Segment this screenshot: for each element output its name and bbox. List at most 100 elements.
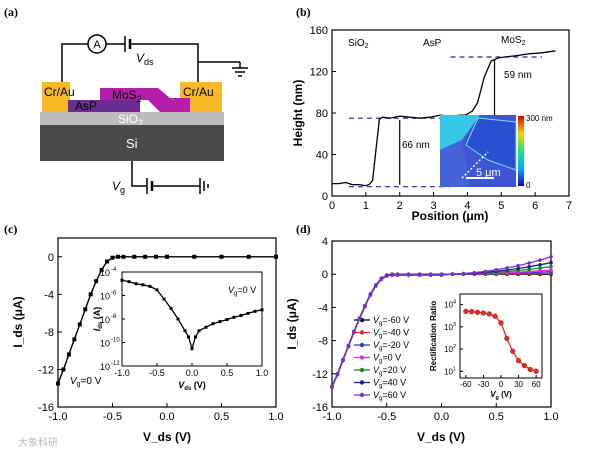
gate-iv-data-point (538, 258, 542, 262)
legend-entry: Vg=-20 V (373, 340, 409, 352)
ratio-inset-x-tick-label: -30 (478, 380, 490, 389)
legend-marker (359, 330, 365, 335)
device-schematic: A Vds Cr/Au Cr/Au MoS2 AsP SiO2 Si Vg (40, 34, 248, 195)
ratio-inset-data-point (463, 308, 469, 314)
profile-x-tick-label: 5 (498, 200, 504, 212)
gate-iv-data-point (363, 304, 367, 309)
gate-iv-data-point (368, 293, 373, 297)
panel-label-b: (b) (296, 5, 311, 19)
colorbar-bottom-label: 0 (526, 181, 531, 190)
iv-inset-y-axis-label: Ids (A) (92, 307, 104, 332)
gate-iv-data-point (516, 266, 520, 271)
gate-iv-data-point (516, 263, 520, 268)
gate-iv-data-point (346, 344, 351, 349)
iv-curve-chart: -1.0 -0.5 0.0 0.5 1.0 0 -4 -8 -12 -16 V_ds (V) I_ds… (11, 237, 284, 444)
cr-au-left-label: Cr/Au (44, 85, 75, 99)
profile-x-tick-label: 2 (397, 200, 403, 212)
gate-iv-data-point (406, 273, 411, 277)
iv-inset-y-tick-label: 10 (100, 268, 110, 278)
ratio-inset-y-tick-exponent: 4 (453, 300, 456, 306)
profile-y-tick-label: 80 (316, 108, 328, 120)
iv-x-tick-label: 0.5 (214, 411, 229, 423)
iv-y-tick-label: -4 (44, 289, 54, 301)
iv-data-point (132, 254, 137, 259)
iv-data-point (143, 254, 148, 259)
gate-iv-data-point (549, 264, 553, 269)
gate-iv-data-point (527, 264, 531, 269)
iv-data-point (246, 254, 251, 259)
afm-substrate (440, 140, 470, 187)
height-profile-chart: 0 1 2 3 4 5 6 7 0 40 80 120 160 Position (μm) Height (… (291, 25, 572, 223)
ratio-inset-x-axis-label: Vg (V) (490, 390, 512, 401)
iv-data-point (154, 254, 159, 259)
iv-inset-y-tick-exponent: -6 (111, 291, 117, 297)
asp-label: AsP (75, 99, 97, 113)
gate-iv-x-tick-label: 0.0 (434, 411, 449, 423)
gate-iv-data-point (390, 273, 395, 277)
gate-iv-x-axis-label: V_ds (V) (417, 430, 465, 444)
iv-inset-data-point (141, 283, 145, 287)
iv-data-point (121, 254, 126, 259)
iv-inset-data-point (253, 309, 257, 313)
vg-label: Vg (112, 179, 125, 195)
ratio-inset-data-point (492, 313, 498, 319)
iv-inset-data-point (187, 335, 190, 339)
profile-y-axis-label: Height (nm) (291, 80, 305, 147)
ratio-inset-data-point (469, 309, 475, 315)
gate-iv-x-tick-label: 0.5 (489, 411, 504, 423)
iv-inset-data-point (183, 329, 187, 333)
ratio-inset-frame (459, 293, 543, 379)
iv-data-point (99, 267, 104, 272)
colorbar-top-label: 300 nm (526, 114, 553, 123)
iv-y-tick-label: -8 (44, 327, 54, 339)
vds-label: Vds (136, 51, 154, 67)
gate-iv-data-point (549, 268, 553, 272)
region-mos2-label: MoS2 (501, 35, 526, 47)
iv-data-point (115, 254, 120, 259)
iv-inset-data-point (194, 335, 197, 339)
legend-entry: Vg=-60 V (373, 315, 409, 327)
profile-x-tick-label: 6 (532, 200, 538, 212)
gate-iv-data-point (472, 270, 477, 275)
iv-data-point (56, 381, 60, 386)
iv-x-tick-label: 0.0 (159, 411, 174, 423)
gate-iv-data-point (527, 267, 531, 272)
iv-inset-data-point (162, 297, 166, 301)
iv-data-point (94, 279, 99, 284)
ratio-inset-y-tick-exponent: 3 (453, 322, 456, 328)
iv-data-point (72, 337, 77, 342)
legend-entry: Vg=60 V (373, 390, 406, 402)
iv-y-tick-label: -16 (38, 402, 54, 414)
iv-y-axis-label: I_ds (μA) (11, 296, 25, 347)
iv-inset-y-tick-label: 10 (100, 292, 110, 302)
iv-inset-y-tick-label: 10 (100, 362, 110, 372)
ratio-inset-y-tick-label: 10 (444, 301, 453, 310)
main-vg-label: Vg=0 V (70, 376, 102, 388)
step-66nm-label: 66 nm (402, 140, 430, 151)
legend-entry: Vg=40 V (373, 378, 406, 390)
legend-entry: Vg=20 V (373, 365, 406, 377)
iv-x-axis-label: V_ds (V) (143, 430, 191, 444)
ratio-inset-data-point (504, 335, 510, 342)
gate-iv-data-point (505, 266, 510, 270)
profile-x-tick-label: 0 (329, 200, 335, 212)
iv-x-tick-label: -1.0 (49, 411, 68, 423)
iv-inset-data-point (127, 280, 131, 284)
iv-inset-data-point (197, 329, 201, 333)
iv-annotations: Vg=0 V Vg=0 V (70, 285, 256, 388)
iv-inset-data-point (190, 347, 194, 351)
gate-iv-data-point (538, 262, 542, 267)
profile-x-tick-label: 1 (363, 200, 369, 212)
iv-y-tick-label: -12 (38, 364, 54, 376)
watermark: 大象科研 (18, 436, 58, 449)
sio2-layer (40, 112, 224, 125)
ratio-inset-x-tick-label: 0 (499, 380, 504, 389)
ratio-inset-data-point (533, 368, 539, 374)
gate-iv-y-tick-label: -4 (318, 302, 328, 314)
profile-y-tick-label: 120 (310, 67, 328, 79)
gate-iv-data-point (549, 254, 553, 259)
gate-iv-data-point (395, 273, 400, 277)
gate-iv-data-point (538, 266, 542, 270)
ratio-inset-y-tick-exponent: 1 (453, 366, 456, 372)
iv-data-point (192, 254, 197, 259)
